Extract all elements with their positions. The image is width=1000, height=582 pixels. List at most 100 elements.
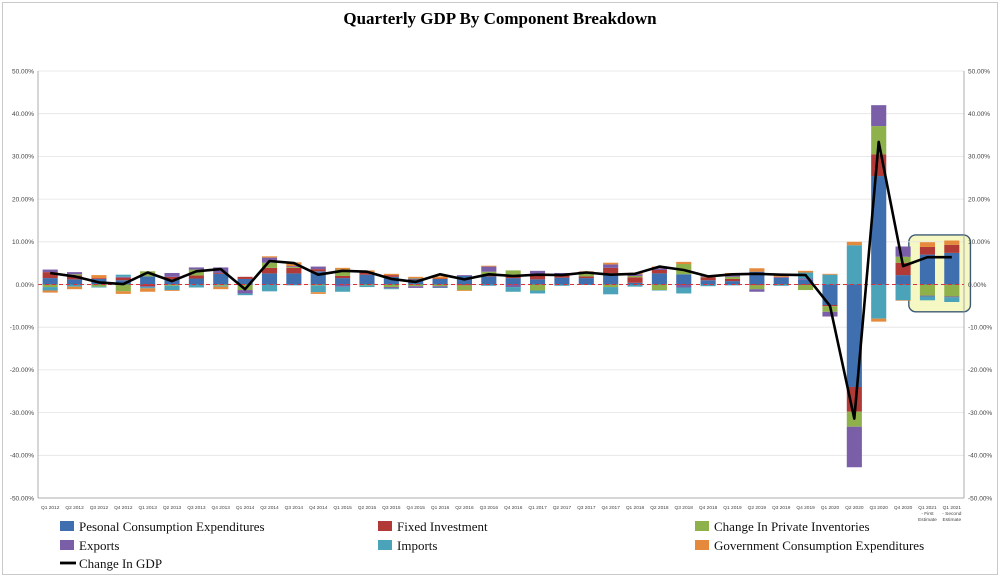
x-tick-label: Q4 2018 [699,505,718,511]
bar-segment [919,254,936,285]
legend-swatch [378,540,392,550]
bar-segment [432,284,448,287]
bar-segment [919,242,936,247]
bar-segment [310,292,326,294]
bar-segment [773,277,789,278]
bar-segment [237,278,253,285]
x-tick-label: Q3 2017 [577,505,596,511]
bar-segment [871,318,887,322]
bar-segment [408,278,424,280]
bar-segment [773,275,789,277]
bar-segment [944,284,960,297]
bar-segment [798,284,814,291]
bar-segment [724,278,741,282]
y-tick-label-right: -50.00% [968,495,992,502]
x-tick-label: Q1 2015 [333,505,352,511]
bar-segment [871,105,887,127]
y-tick-label-right: 10.00% [968,239,990,246]
x-tick-label: Q4 2015 [407,505,426,511]
bar-segment [66,274,83,276]
y-tick-label-right: 30.00% [968,154,990,161]
bar-segment [529,274,546,280]
bar-segment [944,244,960,253]
bar-segment [651,273,667,285]
bar-segment [310,285,326,293]
bar-segment [456,290,473,291]
x-tick-label: Q2 2012 [65,505,84,511]
bar-segment [140,284,156,287]
bar-segment [676,261,692,265]
x-tick-label: Q2 2019 [748,505,767,511]
bar-segment [188,278,204,285]
bar-segment [773,277,789,285]
bar-segment [651,290,667,291]
bar-segment [505,278,521,285]
bar-segment [481,266,497,272]
bar-segment [603,264,619,268]
y-tick-label-right: 20.00% [968,196,990,203]
bar-segment [603,284,619,288]
bar-segment [481,271,497,275]
bar-segment [798,270,814,273]
bar-segment [432,278,448,285]
bar-segment [529,290,546,294]
bar-segment [286,266,302,268]
x-tick-label: Q2 2018 [650,505,669,511]
bar-segment [140,286,156,288]
bar-segment [505,284,521,288]
y-tick-label-left: -20.00% [10,367,34,374]
bar-segment [310,266,326,270]
bar-segment [481,284,497,286]
bar-segment [115,276,131,278]
bar-segment [895,275,911,285]
x-tick-label: Q3 2019 [772,505,791,511]
bar-segment [505,270,521,276]
legend-label: Change In Private Inventories [714,519,870,534]
bar-segment [919,284,936,296]
bar-segment [359,274,375,285]
bar-segment [237,290,253,294]
bar-segment [627,284,643,287]
bar-segment [237,293,253,296]
bar-segment [724,281,741,285]
bar-segment [164,276,180,280]
estimate-highlight-box [908,234,972,313]
legend-swatch [695,521,709,531]
bar-segment [359,285,375,288]
x-tick-label: Q1 2017 [528,505,547,511]
highlight-layer [908,234,972,313]
bar-segment [213,286,229,290]
bar-segment [456,284,473,286]
bar-segment [481,265,497,267]
bar-segment [42,287,58,291]
legend-label: Fixed Investment [397,519,488,534]
bar-segment [529,279,546,285]
bar-segment [822,274,838,285]
bar-segment [383,284,399,288]
x-tick-label: Q1 2021 [943,505,962,511]
y-tick-label-left: -50.00% [10,495,34,502]
x-tick-sublabel: Estimate [918,517,937,523]
x-tick-label: Q3 2020 [870,505,889,511]
bar-segment [700,284,716,287]
bar-segment [578,278,594,285]
x-tick-label: Q1 2018 [626,505,645,511]
x-tick-label: Q2 2015 [358,505,377,511]
x-tick-label: Q3 2015 [382,505,401,511]
bar-segment [115,284,131,292]
x-tick-label: Q1 2016 [431,505,450,511]
x-tick-label: Q2 2013 [163,505,182,511]
legend-swatch [60,540,74,550]
legend-swatch [695,540,709,550]
bar-segment [846,426,862,468]
bar-segment [603,262,619,265]
x-tick-label: Q4 2019 [796,505,815,511]
bar-segment [140,287,156,289]
bar-segment [335,284,351,287]
bar-segment [944,297,960,303]
bar-segment [603,267,619,274]
legend-label: Change In GDP [79,556,162,571]
x-tick-label: Q3 2014 [285,505,304,511]
bar-segment [213,273,229,285]
bar-segment [749,284,765,286]
